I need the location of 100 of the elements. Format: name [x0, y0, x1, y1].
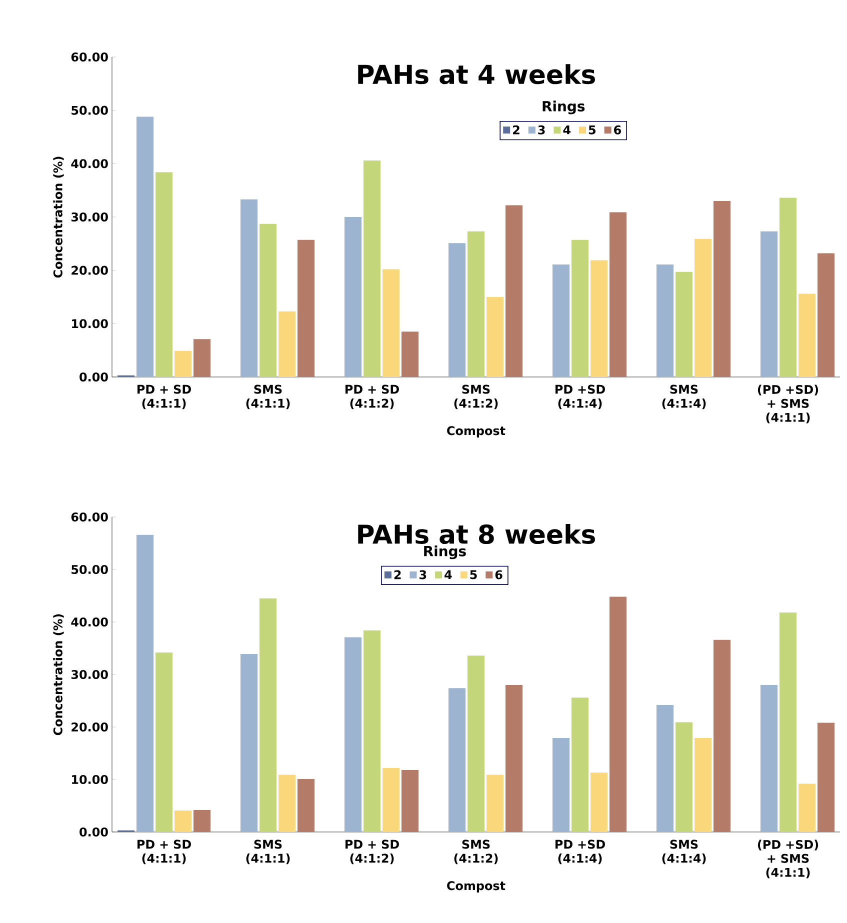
bar	[382, 768, 400, 832]
y-tick-label: 0.00	[80, 827, 108, 837]
x-tick-label: (PD +SD) + SMS (4:1:1)	[758, 840, 818, 878]
x-tick-label: SMS (4:1:1)	[246, 840, 290, 864]
bar	[468, 656, 484, 832]
x-tick-label: PD + SD (4:1:1)	[137, 384, 191, 410]
bar	[505, 684, 522, 832]
legend-label: 4	[563, 125, 570, 134]
x-tick-label: PD +SD (4:1:4)	[555, 384, 605, 410]
bar	[468, 231, 484, 377]
y-tick-label: 10.00	[72, 774, 108, 784]
bar	[505, 205, 522, 377]
bar	[174, 810, 192, 832]
bar	[486, 774, 504, 832]
bar	[401, 332, 418, 377]
bar	[817, 253, 834, 377]
chart-title: PAHs at 8 weeks	[358, 524, 595, 544]
bar	[156, 652, 172, 832]
bar	[552, 264, 570, 377]
legend-label: 4	[444, 570, 452, 579]
bar	[344, 637, 362, 832]
y-tick-label: 50.00	[72, 106, 108, 115]
bar	[344, 216, 362, 377]
x-axis-title: Compost	[447, 426, 506, 438]
y-tick-label: 50.00	[72, 564, 108, 574]
bar	[676, 272, 693, 377]
bar	[713, 640, 730, 832]
bar	[297, 778, 314, 832]
bar	[260, 224, 276, 377]
bar	[572, 698, 589, 832]
bar	[240, 654, 258, 832]
y-tick-label: 60.00	[71, 512, 108, 522]
x-axis-title: Compost	[447, 881, 506, 893]
bar	[401, 770, 418, 832]
bar	[656, 704, 674, 832]
bar	[798, 294, 816, 377]
bar	[364, 630, 380, 832]
bar	[572, 240, 589, 377]
bar	[590, 260, 608, 377]
y-tick-label: 60.00	[71, 52, 108, 62]
bar	[676, 722, 693, 832]
legend-label: 6	[614, 125, 621, 134]
bar	[760, 231, 778, 377]
bar	[448, 688, 466, 832]
bar	[193, 339, 210, 377]
x-tick-label: PD + SD (4:1:2)	[345, 384, 399, 410]
x-tick-label: PD +SD (4:1:4)	[555, 840, 605, 864]
y-tick-label: 30.00	[71, 670, 108, 680]
bar	[297, 240, 314, 377]
y-tick-label: 30.00	[71, 212, 108, 222]
bar	[780, 612, 797, 832]
bar	[193, 810, 210, 832]
bar	[760, 684, 778, 832]
x-tick-label: SMS (4:1:2)	[454, 840, 498, 864]
bar	[156, 172, 172, 377]
y-axis-title: Concentration (%)	[53, 614, 64, 736]
legend-label: 5	[470, 570, 477, 580]
x-tick-label: PD + SD (4:1:2)	[345, 840, 399, 864]
y-tick-label: 40.00	[71, 617, 108, 627]
y-tick-label: 20.00	[72, 266, 108, 275]
bar	[817, 722, 834, 832]
x-tick-label: (PD +SD) + SMS (4:1:1)	[758, 384, 818, 424]
bar	[552, 738, 570, 832]
bar	[136, 116, 154, 377]
bar	[486, 296, 504, 377]
y-tick-label: 10.00	[72, 319, 108, 328]
legend-label: 2	[394, 570, 401, 580]
legend-label: 5	[588, 125, 596, 134]
bar	[240, 199, 258, 377]
bar	[590, 772, 608, 832]
y-tick-label: 40.00	[71, 159, 108, 168]
bar	[798, 784, 816, 832]
x-tick-label: SMS (4:1:4)	[662, 384, 706, 410]
bar	[609, 212, 626, 377]
bar	[713, 200, 730, 377]
bar	[260, 598, 276, 832]
legend-label: 2	[513, 125, 520, 134]
bar	[448, 243, 466, 377]
legend-title: Rings	[424, 546, 466, 560]
bar	[278, 774, 296, 832]
bar	[278, 311, 296, 377]
y-tick-label: 20.00	[72, 722, 108, 732]
bar	[656, 264, 674, 377]
legend-label: 6	[495, 570, 502, 580]
bar	[364, 160, 380, 377]
bar	[136, 534, 154, 832]
legend-title: Rings	[542, 100, 585, 114]
x-tick-label: PD + SD (4:1:1)	[137, 840, 191, 864]
bar	[694, 238, 712, 377]
x-tick-label: SMS (4:1:4)	[662, 840, 706, 864]
bar	[780, 198, 797, 377]
x-tick-label: SMS (4:1:1)	[246, 384, 290, 410]
bar	[694, 738, 712, 832]
legend-label: 3	[538, 125, 545, 134]
bar	[174, 350, 192, 377]
bar	[382, 269, 400, 377]
legend-label: 3	[420, 570, 426, 580]
y-axis-title: Concentration (%)	[53, 156, 64, 278]
x-tick-label: SMS (4:1:2)	[454, 384, 498, 410]
y-tick-label: 0.00	[80, 372, 108, 382]
